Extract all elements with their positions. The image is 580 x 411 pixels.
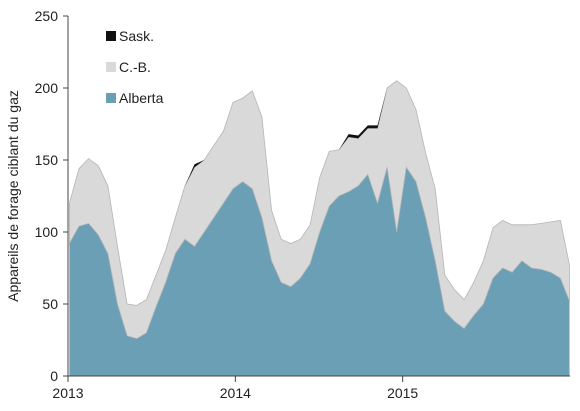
y-tick-label: 0 xyxy=(50,368,58,384)
y-axis-title: Appareils de forage ciblant du gaz xyxy=(5,90,21,302)
legend-label: Sask. xyxy=(119,28,154,44)
legend-swatch xyxy=(106,62,116,72)
axes: 0 50 100 150 200 250 2013 2014 2015 xyxy=(35,8,570,401)
area-alberta xyxy=(69,167,570,376)
y-tick-label: 250 xyxy=(35,8,59,24)
legend-label: Alberta xyxy=(119,90,164,106)
x-tick-label: 2015 xyxy=(387,385,418,401)
y-tick-label: 100 xyxy=(35,224,59,240)
series-areas xyxy=(69,80,570,376)
legend-swatch xyxy=(106,93,116,103)
y-tick-label: 200 xyxy=(35,80,59,96)
x-tick-label: 2013 xyxy=(52,385,83,401)
x-tick-label: 2014 xyxy=(220,385,251,401)
area-c-b xyxy=(69,80,570,340)
y-tick-label: 150 xyxy=(35,152,59,168)
legend-label: C.-B. xyxy=(119,59,151,75)
legend-swatch xyxy=(106,31,116,41)
y-tick-label: 50 xyxy=(42,296,58,312)
legend: Sask. C.-B. Alberta xyxy=(82,22,190,118)
legend-box xyxy=(82,22,190,118)
